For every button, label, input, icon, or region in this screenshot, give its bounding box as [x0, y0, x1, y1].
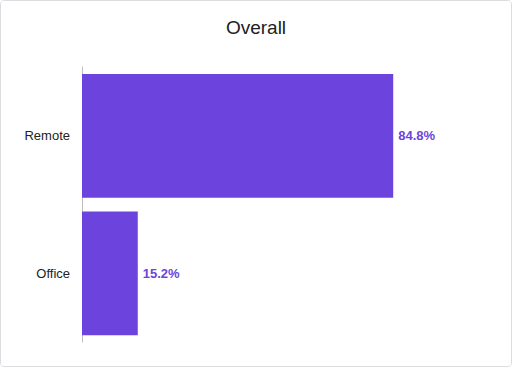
- svg-text:84.8%: 84.8%: [398, 128, 435, 143]
- svg-text:Office: Office: [36, 266, 70, 281]
- svg-text:15.2%: 15.2%: [143, 266, 180, 281]
- svg-text:Remote: Remote: [24, 128, 70, 143]
- svg-text:Overall: Overall: [226, 17, 286, 38]
